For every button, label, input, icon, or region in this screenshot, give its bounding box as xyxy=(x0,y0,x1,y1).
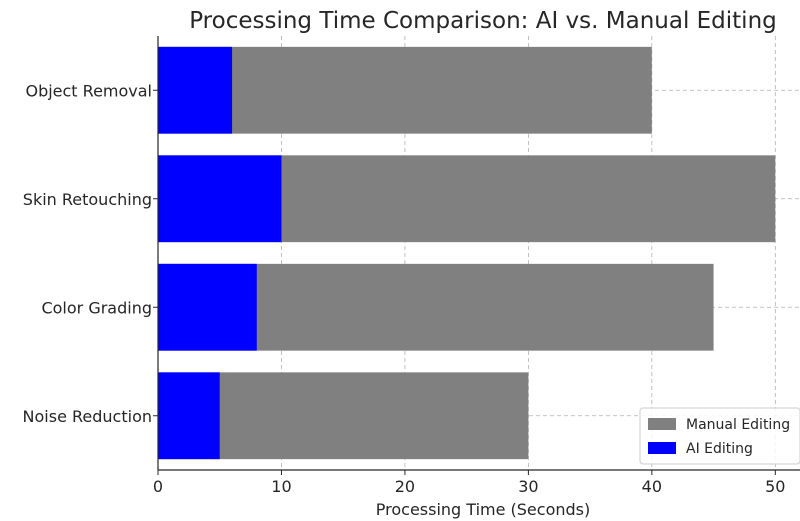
category-label-color-grading: Color Grading xyxy=(41,298,152,317)
legend: Manual Editing AI Editing xyxy=(639,407,800,465)
bar-ai-editing-object-removal xyxy=(158,46,233,134)
x-tick-label-10: 10 xyxy=(271,477,291,496)
legend-label-manual-editing: Manual Editing xyxy=(686,417,790,433)
axes xyxy=(153,36,800,475)
x-axis-label: Processing Time (Seconds) xyxy=(376,500,590,519)
legend-swatch-ai-editing xyxy=(648,442,676,454)
tick-labels: 0 10 20 30 40 50 Object Removal Skin Retouching… xyxy=(23,81,786,496)
x-tick-label-40: 40 xyxy=(642,477,662,496)
chart-title: Processing Time Comparison: AI vs. Manua… xyxy=(189,8,777,34)
category-label-noise-reduction: Noise Reduction xyxy=(23,407,152,426)
legend-box xyxy=(639,407,800,465)
bar-ai-editing-skin-retouching xyxy=(158,155,282,243)
x-tick-label-20: 20 xyxy=(395,477,415,496)
legend-swatch-manual-editing xyxy=(648,418,676,430)
x-tick-label-0: 0 xyxy=(153,477,163,496)
legend-label-ai-editing: AI Editing xyxy=(686,441,753,457)
x-tick-label-50: 50 xyxy=(765,477,785,496)
bar-ai-editing-color-grading xyxy=(158,263,257,351)
bars xyxy=(158,46,776,460)
bar-ai-editing-noise-reduction xyxy=(158,372,220,460)
category-label-object-removal: Object Removal xyxy=(25,81,152,100)
category-label-skin-retouching: Skin Retouching xyxy=(23,190,152,209)
x-tick-label-30: 30 xyxy=(518,477,538,496)
bar-manual-editing-object-removal xyxy=(158,46,652,134)
